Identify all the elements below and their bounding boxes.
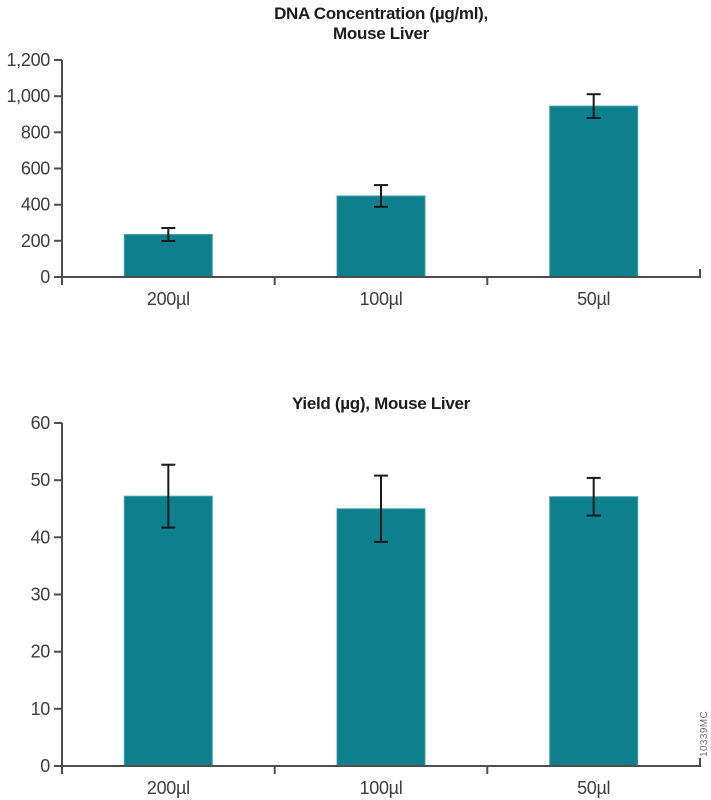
x-tick-label-50µl: 50µl xyxy=(577,778,610,798)
y-tick-label-1,000: 1,000 xyxy=(6,86,50,106)
title-line-1: Yield (µg), Mouse Liver xyxy=(292,394,470,413)
y-tick-label-20: 20 xyxy=(31,642,51,662)
chart-title-dna-concentration: DNA Concentration (µg/ml), Mouse Liver xyxy=(62,4,700,44)
figure-code-label: 10339MC xyxy=(699,710,710,757)
axes xyxy=(54,422,701,774)
bar-50µl xyxy=(549,105,639,278)
y-tick-label-800: 800 xyxy=(21,122,50,142)
bar-100µl xyxy=(336,508,426,767)
title-line-1: DNA Concentration (µg/ml), xyxy=(274,4,488,23)
chart-title-yield: Yield (µg), Mouse Liver xyxy=(62,394,700,414)
y-tick-label-10: 10 xyxy=(31,699,51,719)
y-tick-label-600: 600 xyxy=(21,159,50,179)
y-tick-label-60: 60 xyxy=(31,414,51,433)
axes xyxy=(54,59,701,285)
error-bar-50µl xyxy=(586,93,601,119)
y-tick-label-400: 400 xyxy=(21,195,50,215)
y-tick-label-200: 200 xyxy=(21,231,50,251)
error-bar-200µl xyxy=(161,227,176,242)
x-tick-label-100µl: 100µl xyxy=(360,778,403,798)
y-tick-label-40: 40 xyxy=(31,527,51,547)
bar-200µl xyxy=(123,495,213,767)
error-bar-200µl xyxy=(161,463,176,529)
y-tick-label-0: 0 xyxy=(40,756,50,776)
error-bar-100µl xyxy=(374,474,388,543)
error-bar-50µl xyxy=(586,476,601,517)
y-tick-label-50: 50 xyxy=(31,470,51,490)
title-line-2: Mouse Liver xyxy=(333,24,429,43)
bar-50µl xyxy=(549,496,639,767)
x-tick-label-200µl: 200µl xyxy=(147,778,190,798)
error-bar-100µl xyxy=(374,184,388,208)
yield-plot: 200µl 100µl 50µl 0 10 20 30 40 50 60 xyxy=(31,414,701,798)
y-tick-label-30: 30 xyxy=(31,585,51,605)
x-tick-label-200µl: 200µl xyxy=(147,289,190,309)
dna-concentration-plot: 200µl 100µl 50µl 0 200 400 600 800 1,000 1,200 xyxy=(6,50,701,309)
bar-100µl xyxy=(336,195,426,278)
y-tick-label-1,200: 1,200 xyxy=(6,50,50,70)
y-tick-label-0: 0 xyxy=(40,267,50,287)
x-tick-label-100µl: 100µl xyxy=(360,289,403,309)
x-tick-label-50µl: 50µl xyxy=(577,289,610,309)
